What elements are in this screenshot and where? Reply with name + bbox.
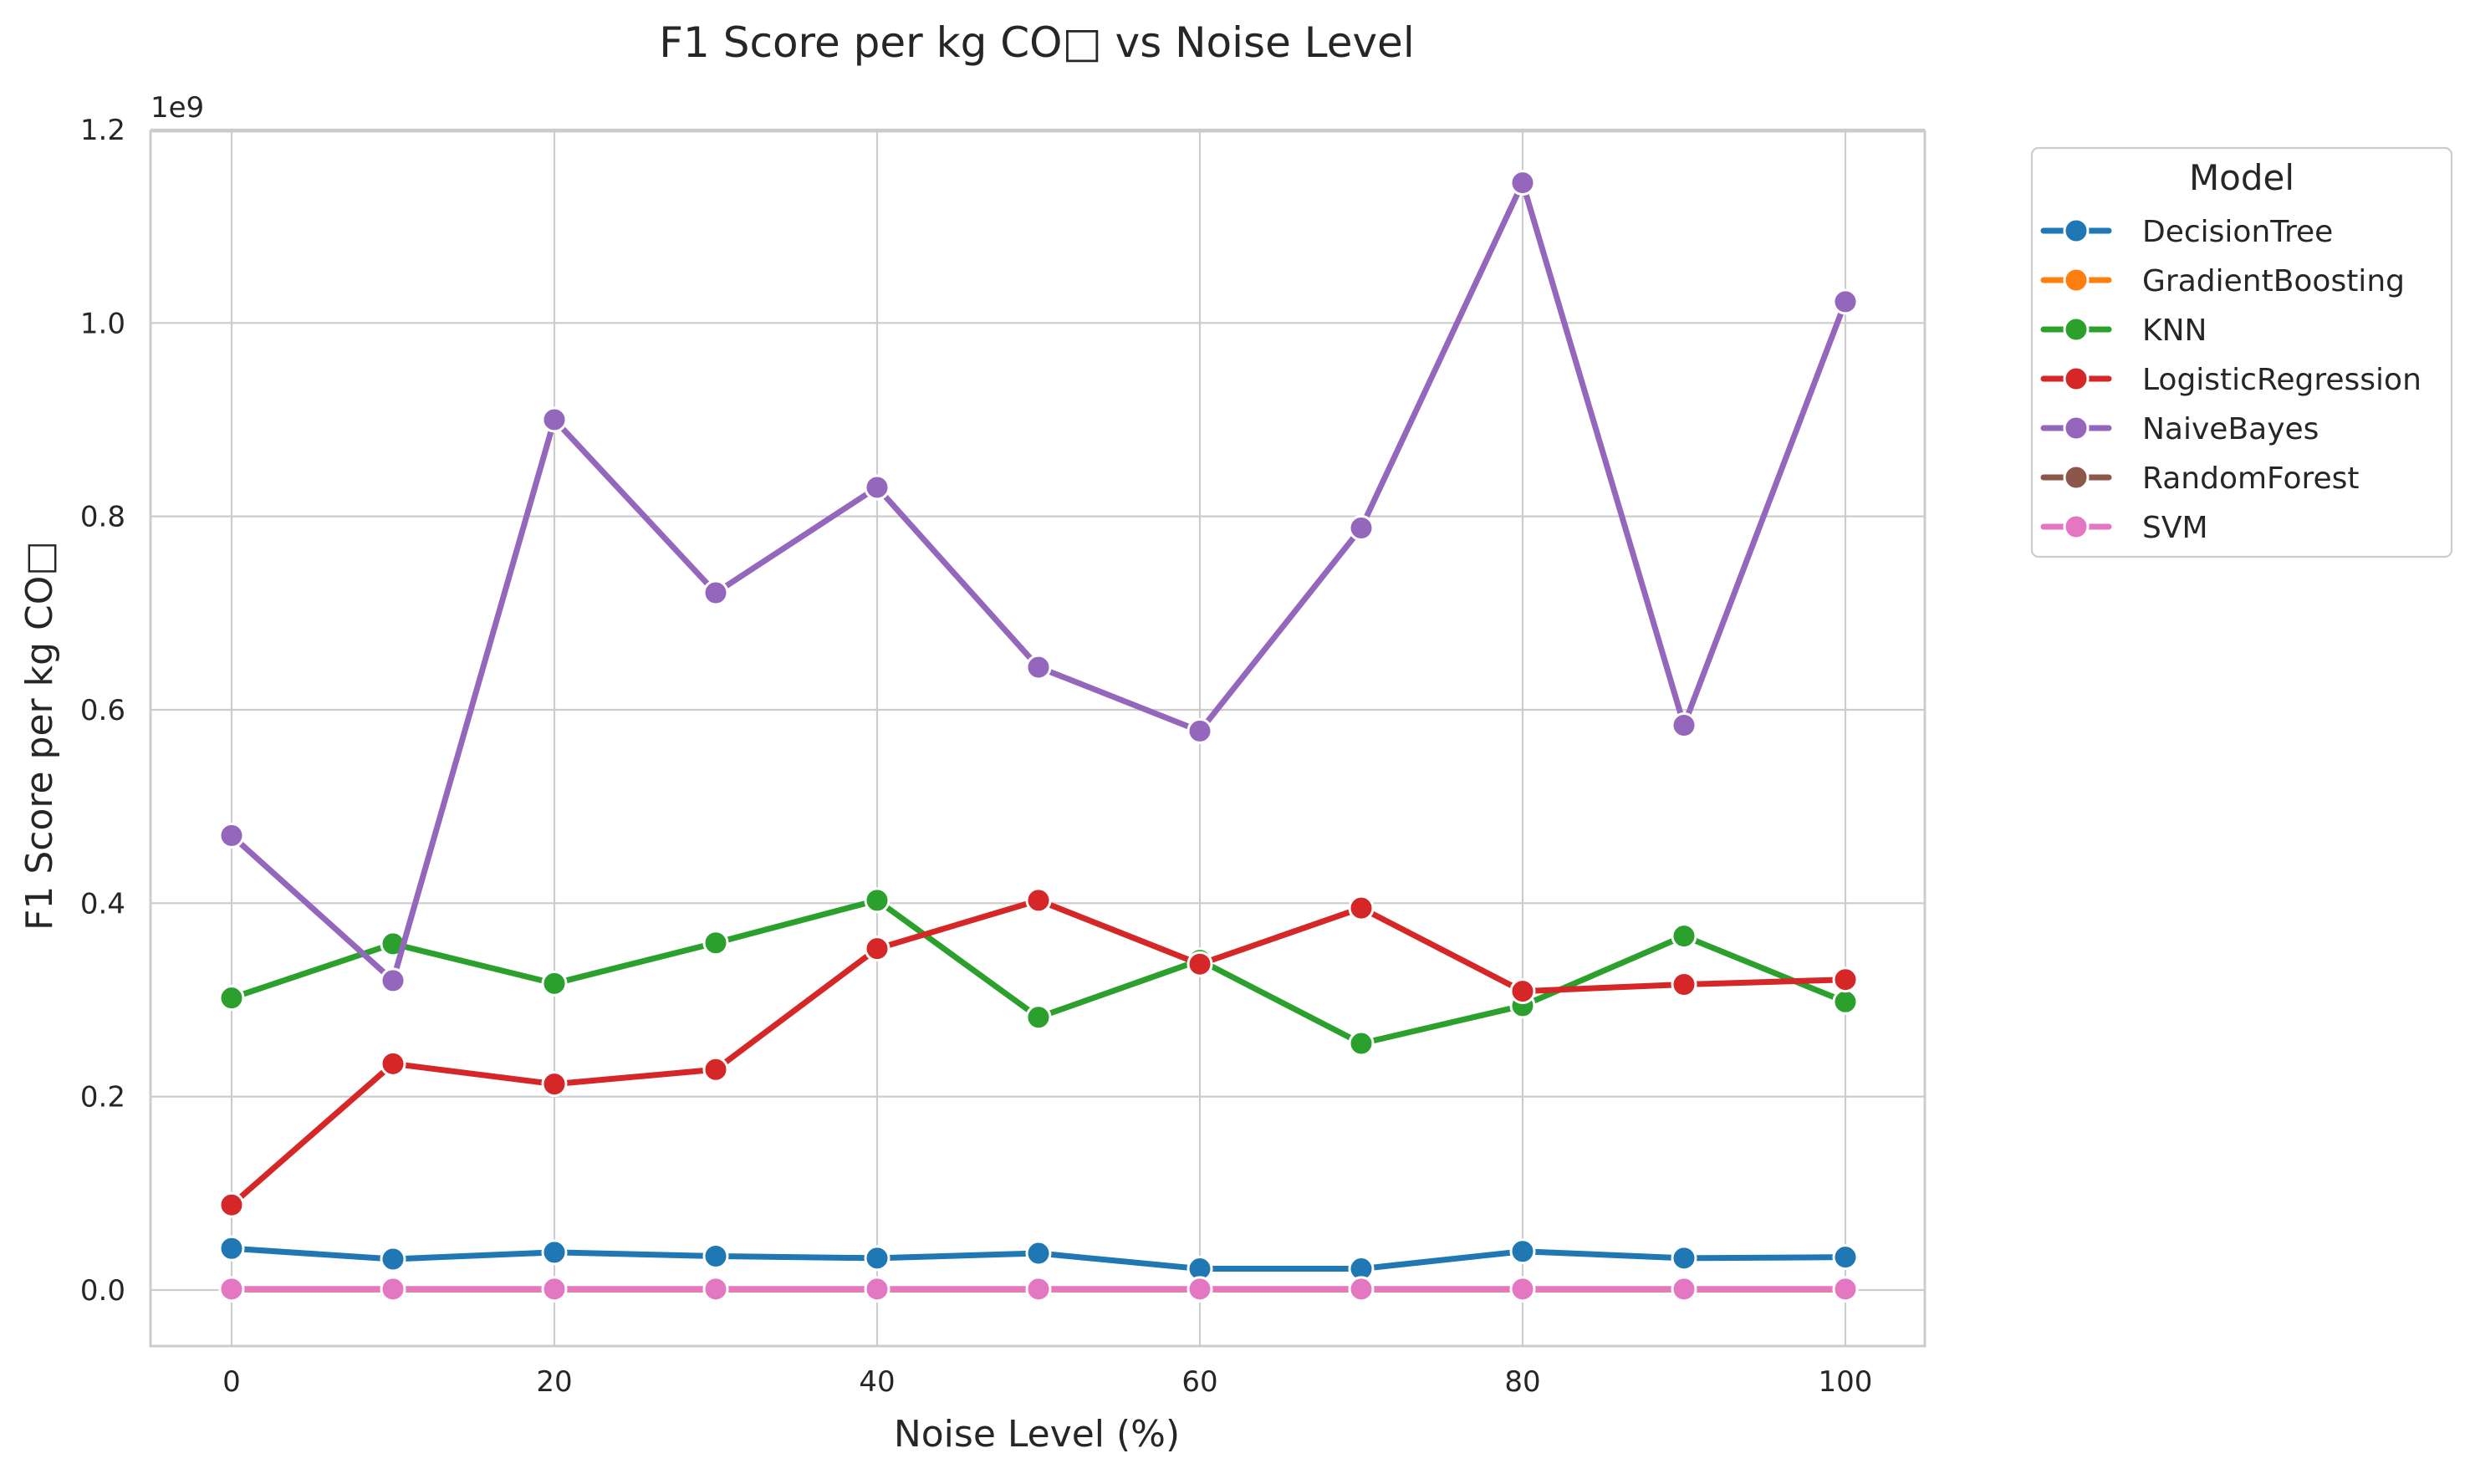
x-tick-label: 20 bbox=[536, 1365, 572, 1399]
data-point-logisticregression bbox=[541, 1071, 568, 1098]
chart-title: F1 Score per kg CO□ vs Noise Level bbox=[659, 18, 1414, 67]
plot-frame bbox=[149, 130, 1926, 1348]
y-tick-label: 0.4 bbox=[80, 887, 125, 920]
data-point-decisiontree bbox=[1671, 1245, 1697, 1272]
data-point-decisiontree bbox=[864, 1245, 890, 1272]
legend-label-svm: SVM bbox=[2142, 511, 2208, 545]
data-point-svm bbox=[702, 1276, 729, 1303]
x-tick-label: 60 bbox=[1181, 1365, 1217, 1399]
data-point-svm bbox=[1509, 1276, 1536, 1303]
data-point-logisticregression bbox=[1025, 887, 1052, 914]
x-tick-label: 40 bbox=[859, 1365, 895, 1399]
legend-label-logisticregression: LogisticRegression bbox=[2142, 363, 2421, 397]
data-point-decisiontree bbox=[380, 1246, 406, 1272]
data-point-knn bbox=[541, 970, 568, 997]
data-point-decisiontree bbox=[541, 1239, 568, 1266]
data-point-naivebayes bbox=[702, 579, 729, 606]
y-tick-label: 1.2 bbox=[80, 114, 125, 147]
data-point-naivebayes bbox=[380, 967, 406, 994]
data-point-naivebayes bbox=[1832, 288, 1859, 315]
y-tick-label: 1.0 bbox=[80, 307, 125, 340]
y-tick-label: 0.8 bbox=[80, 501, 125, 534]
data-point-logisticregression bbox=[218, 1191, 245, 1218]
data-point-logisticregression bbox=[1832, 966, 1859, 993]
data-point-naivebayes bbox=[864, 474, 890, 501]
data-point-logisticregression bbox=[1671, 971, 1697, 997]
data-point-decisiontree bbox=[218, 1235, 245, 1262]
y-tick-label: 0.0 bbox=[80, 1274, 125, 1308]
legend-swatch-marker-svm bbox=[2063, 513, 2090, 540]
legend-label-randomforest: RandomForest bbox=[2142, 462, 2360, 496]
data-point-svm bbox=[1186, 1276, 1213, 1303]
data-point-naivebayes bbox=[1186, 717, 1213, 744]
data-point-knn bbox=[1025, 1004, 1052, 1031]
legend-swatch-marker-randomforest bbox=[2063, 464, 2090, 491]
legend-label-decisiontree: DecisionTree bbox=[2142, 215, 2333, 249]
legend-label-knn: KNN bbox=[2142, 314, 2207, 348]
data-point-naivebayes bbox=[1671, 711, 1697, 738]
y-tick-label: 0.6 bbox=[80, 694, 125, 727]
data-point-decisiontree bbox=[702, 1243, 729, 1270]
data-point-knn bbox=[218, 985, 245, 1012]
legend-swatch-marker-naivebayes bbox=[2063, 415, 2090, 441]
data-point-svm bbox=[541, 1276, 568, 1303]
legend-swatch-marker-gradientboosting bbox=[2063, 267, 2090, 293]
data-point-naivebayes bbox=[1025, 654, 1052, 681]
x-tick-label: 80 bbox=[1504, 1365, 1540, 1399]
data-point-svm bbox=[380, 1276, 406, 1303]
data-point-svm bbox=[218, 1276, 245, 1303]
data-point-svm bbox=[864, 1276, 890, 1303]
y-tick-label: 0.2 bbox=[80, 1081, 125, 1114]
data-point-svm bbox=[1832, 1276, 1859, 1303]
data-point-logisticregression bbox=[1509, 978, 1536, 1005]
legend-label-gradientboosting: GradientBoosting bbox=[2142, 264, 2405, 298]
legend-label-naivebayes: NaiveBayes bbox=[2142, 412, 2319, 446]
data-point-logisticregression bbox=[380, 1050, 406, 1077]
data-point-logisticregression bbox=[1348, 895, 1375, 921]
data-point-naivebayes bbox=[541, 406, 568, 433]
data-point-svm bbox=[1348, 1276, 1375, 1303]
legend-swatch-marker-logisticregression bbox=[2063, 365, 2090, 392]
data-point-knn bbox=[1348, 1030, 1375, 1057]
data-point-naivebayes bbox=[1348, 515, 1375, 542]
x-tick-label: 100 bbox=[1819, 1365, 1873, 1399]
data-point-svm bbox=[1671, 1276, 1697, 1303]
y-axis-offset-label: 1e9 bbox=[151, 91, 204, 125]
data-point-decisiontree bbox=[1509, 1238, 1536, 1265]
data-point-logisticregression bbox=[1186, 951, 1213, 977]
data-point-logisticregression bbox=[702, 1056, 729, 1083]
y-axis-label: F1 Score per kg CO□ bbox=[18, 541, 61, 931]
data-point-knn bbox=[702, 930, 729, 956]
legend-swatch-marker-decisiontree bbox=[2063, 217, 2090, 244]
legend-title: Model bbox=[2189, 157, 2294, 198]
data-point-decisiontree bbox=[1832, 1244, 1859, 1271]
data-point-decisiontree bbox=[1025, 1240, 1052, 1267]
legend-swatch-marker-knn bbox=[2063, 316, 2090, 343]
x-axis-label: Noise Level (%) bbox=[894, 1413, 1180, 1456]
data-point-naivebayes bbox=[218, 822, 245, 849]
data-point-svm bbox=[1025, 1276, 1052, 1303]
data-point-knn bbox=[1671, 923, 1697, 950]
data-point-knn bbox=[864, 887, 890, 914]
data-point-knn bbox=[1832, 988, 1859, 1015]
data-point-naivebayes bbox=[1509, 170, 1536, 196]
x-tick-label: 0 bbox=[222, 1365, 241, 1399]
data-point-logisticregression bbox=[864, 936, 890, 962]
legend-box bbox=[2030, 146, 2453, 558]
